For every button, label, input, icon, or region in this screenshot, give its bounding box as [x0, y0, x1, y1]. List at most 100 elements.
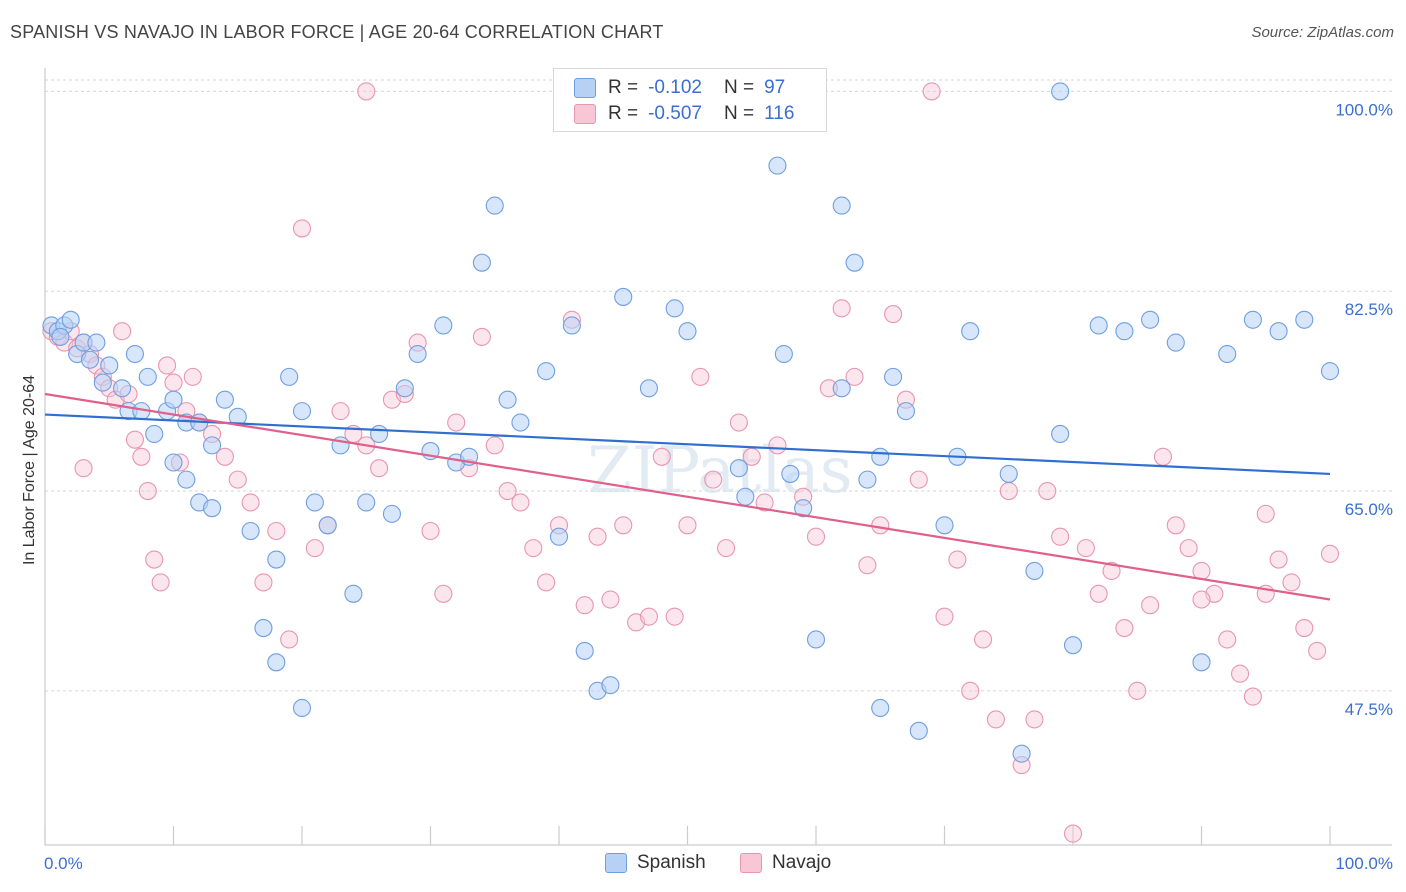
data-point-spanish: [80, 350, 100, 369]
data-point-navajo: [691, 367, 710, 386]
legend-r-label: R =: [608, 77, 639, 98]
data-point-spanish: [562, 316, 581, 335]
data-point-spanish: [1012, 744, 1031, 763]
x-tick-label: 0.0%: [44, 854, 83, 873]
data-point-navajo: [755, 493, 774, 512]
data-point-spanish: [832, 196, 851, 215]
data-point-spanish: [1166, 333, 1185, 352]
legend-n-value-spanish: 97: [764, 77, 786, 98]
data-point-navajo: [1063, 824, 1083, 843]
data-point-spanish: [1063, 636, 1083, 655]
data-point-navajo: [884, 305, 903, 324]
data-point-spanish: [1141, 310, 1160, 329]
data-point-navajo: [472, 327, 491, 346]
data-point-spanish: [164, 453, 183, 472]
legend-n-value-navajo: 116: [764, 103, 795, 124]
data-point-spanish: [549, 527, 569, 546]
data-point-navajo: [1038, 481, 1057, 501]
data-point-navajo: [1320, 544, 1340, 563]
data-point-navajo: [145, 550, 164, 569]
data-point-navajo: [1153, 447, 1172, 466]
data-point-navajo: [1179, 539, 1198, 558]
data-point-navajo: [871, 516, 890, 535]
data-point-navajo: [639, 607, 659, 626]
legend-row-spanish: R = -0.102 N = 97: [574, 76, 785, 100]
data-point-navajo: [132, 447, 151, 466]
data-point-navajo: [1115, 619, 1134, 638]
data-point-spanish: [832, 379, 851, 398]
data-point-spanish: [93, 373, 112, 392]
data-point-spanish: [575, 641, 594, 660]
data-point-spanish: [909, 721, 928, 740]
legend-r-value-spanish: -0.102: [648, 77, 702, 98]
trend-lines: [44, 392, 1331, 601]
data-point-navajo: [588, 527, 607, 546]
legend-label-navajo: Navajo: [772, 852, 832, 873]
data-point-navajo: [125, 430, 144, 449]
data-point-navajo: [370, 459, 389, 478]
legend-label-spanish: Spanish: [637, 852, 706, 873]
data-point-spanish: [1051, 424, 1070, 444]
data-point-spanish: [845, 253, 864, 272]
data-point-spanish: [472, 253, 491, 272]
data-point-navajo: [704, 470, 723, 489]
legend-n-label: N =: [723, 77, 755, 98]
legend-row-navajo: R = -0.507 N = 116: [574, 102, 794, 126]
data-point-spanish: [280, 367, 299, 386]
data-point-navajo: [832, 299, 851, 318]
data-point-spanish: [1295, 310, 1314, 329]
y-tick-label: 100.0%: [1335, 100, 1393, 119]
data-point-spanish: [537, 362, 556, 381]
data-point-spanish: [125, 344, 144, 364]
data-point-spanish: [1089, 316, 1108, 335]
data-point-spanish: [806, 630, 826, 649]
data-point-navajo: [909, 470, 928, 489]
data-point-navajo: [575, 596, 594, 615]
data-point-navajo: [241, 493, 260, 512]
source-label: Source: ZipAtlas.com: [1251, 24, 1394, 41]
data-point-navajo: [331, 402, 350, 421]
data-point-spanish: [203, 499, 222, 518]
data-point-navajo: [421, 521, 440, 541]
y-tick-label: 82.5%: [1345, 300, 1393, 319]
data-point-navajo: [678, 516, 697, 535]
data-point-navajo: [511, 493, 530, 512]
legend-swatch-spanish: [574, 78, 596, 98]
legend-n-label: N =: [723, 103, 755, 124]
data-point-navajo: [858, 556, 877, 575]
data-point-spanish: [177, 470, 196, 489]
data-point-spanish: [408, 344, 427, 364]
y-tick-label: 65.0%: [1345, 500, 1393, 519]
gridlines: [45, 79, 1392, 692]
data-point-navajo: [151, 573, 170, 592]
data-point-navajo: [729, 413, 748, 432]
data-point-navajo: [1128, 681, 1147, 700]
data-point-navajo: [74, 459, 93, 478]
data-point-navajo: [292, 219, 312, 238]
data-point-navajo: [254, 573, 273, 592]
data-point-navajo: [1089, 584, 1108, 603]
data-point-navajo: [357, 82, 376, 101]
data-point-navajo: [267, 521, 286, 541]
data-point-spanish: [1051, 82, 1070, 101]
trend-line-spanish: [44, 413, 1331, 476]
data-point-navajo: [305, 539, 324, 558]
data-point-navajo: [280, 630, 299, 649]
data-point-navajo: [485, 436, 504, 455]
data-point-spanish: [858, 470, 877, 489]
axes: [44, 68, 1392, 846]
trend-line-navajo: [44, 392, 1331, 601]
data-point-navajo: [447, 413, 466, 432]
data-points: [42, 82, 1340, 843]
data-point-spanish: [87, 333, 106, 352]
data-point-navajo: [1025, 710, 1044, 729]
data-point-spanish: [370, 424, 389, 444]
legend-r-value-navajo: -0.507: [648, 103, 702, 124]
data-point-navajo: [948, 550, 967, 569]
data-point-spanish: [51, 327, 70, 346]
data-point-spanish: [601, 676, 620, 695]
data-point-spanish: [678, 322, 697, 341]
data-point-spanish: [292, 698, 312, 718]
data-point-spanish: [1320, 362, 1340, 381]
data-point-spanish: [774, 344, 793, 364]
